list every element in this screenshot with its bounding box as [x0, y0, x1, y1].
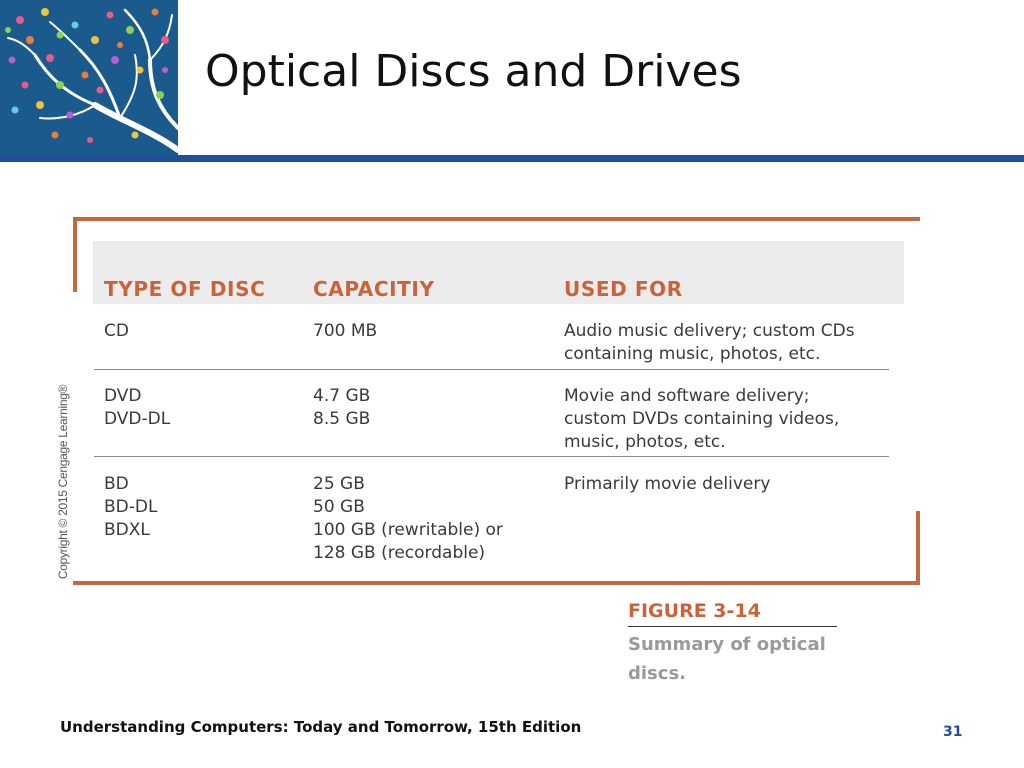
- header-used-for: USED FOR: [564, 277, 683, 301]
- table-header-band: [93, 241, 904, 304]
- cell-capacity: 4.7 GB: [313, 386, 371, 406]
- frame-left-line: [73, 217, 77, 292]
- page-number: 31: [943, 724, 963, 740]
- cell-capacity: 25 GB: [313, 474, 365, 494]
- cell-capacity: 100 GB (rewritable) or: [313, 520, 503, 540]
- figure-label: FIGURE 3-14: [628, 600, 761, 622]
- slide-title: Optical Discs and Drives: [205, 46, 742, 97]
- cell-type: BD: [104, 474, 129, 494]
- tree-logo-icon: [0, 0, 178, 155]
- figure-caption-line: discs.: [628, 663, 686, 684]
- cell-type: CD: [104, 321, 129, 341]
- copyright-notice: Copyright © 2015 Cengage Learning®: [56, 384, 70, 580]
- cell-used-for: Audio music delivery; custom CDs: [564, 321, 855, 341]
- cell-used-for: custom DVDs containing videos,: [564, 409, 840, 429]
- figure-caption-line: Summary of optical: [628, 634, 826, 655]
- cell-used-for: music, photos, etc.: [564, 432, 726, 452]
- cell-type: BDXL: [104, 520, 150, 540]
- cell-capacity: 700 MB: [313, 321, 378, 341]
- cell-used-for: Primarily movie delivery: [564, 474, 771, 494]
- cell-capacity: 128 GB (recordable): [313, 543, 486, 563]
- figure-caption: Summary of optical discs.: [628, 630, 826, 688]
- header-type-of-disc: TYPE OF DISC: [104, 277, 266, 301]
- row-divider: [94, 456, 889, 457]
- cell-used-for: Movie and software delivery;: [564, 386, 810, 406]
- header-capacity: CAPACITIY: [313, 277, 435, 301]
- slide-footer: Understanding Computers: Today and Tomor…: [60, 718, 582, 736]
- frame-right-line: [916, 511, 920, 585]
- cell-type: DVD: [104, 386, 142, 406]
- cell-type: DVD-DL: [104, 409, 171, 429]
- row-divider: [94, 369, 889, 370]
- frame-bottom-line: [73, 581, 920, 585]
- cell-capacity: 50 GB: [313, 497, 365, 517]
- frame-top-line: [73, 217, 920, 221]
- cell-capacity: 8.5 GB: [313, 409, 371, 429]
- title-divider: [0, 155, 1024, 162]
- cell-type: BD-DL: [104, 497, 158, 517]
- cell-used-for: containing music, photos, etc.: [564, 344, 821, 364]
- figure-label-rule: [628, 626, 837, 627]
